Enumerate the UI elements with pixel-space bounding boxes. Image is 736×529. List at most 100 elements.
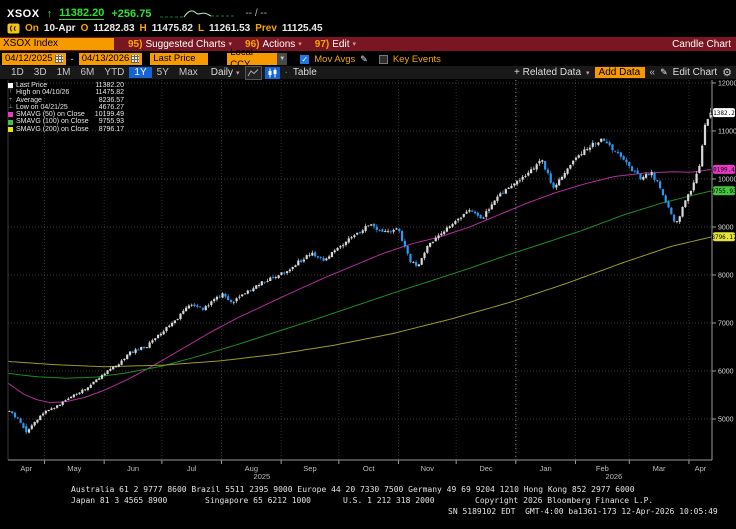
svg-text:7000: 7000 bbox=[718, 321, 734, 328]
candlesticks bbox=[8, 108, 712, 435]
edit-chart-button[interactable]: Edit Chart bbox=[672, 67, 718, 78]
legend-label: SMAVG (50) on Close bbox=[16, 111, 85, 119]
menu-suggested-charts[interactable]: 95) Suggested Charts ▾ bbox=[128, 39, 232, 50]
up-arrow-icon: ↑ bbox=[46, 7, 53, 20]
average-marker-icon: + bbox=[8, 96, 13, 103]
svg-text:Jul: Jul bbox=[187, 464, 197, 473]
svg-text:9000: 9000 bbox=[718, 225, 734, 232]
date-from-field[interactable]: 04/12/2025 bbox=[2, 53, 66, 65]
mov-avgs-label[interactable]: Mov Avgs bbox=[314, 53, 356, 65]
price-type-value: Last Price bbox=[153, 53, 196, 64]
price-change: +256.75 bbox=[111, 7, 152, 20]
currency-value: Local CCY bbox=[230, 47, 253, 70]
svg-text:Jan: Jan bbox=[540, 464, 552, 473]
key-events-label[interactable]: Key Events bbox=[392, 53, 441, 65]
tab-1d[interactable]: 1D bbox=[11, 67, 24, 78]
ticker-symbol: XSOX bbox=[7, 7, 40, 20]
legend-smavg100[interactable]: SMAVG (100) on Close 9755.93 bbox=[8, 118, 124, 125]
candle-chart-icon[interactable] bbox=[264, 66, 280, 79]
date-to-value: 04/13/2026 bbox=[81, 53, 130, 64]
collapse-icon[interactable]: « bbox=[649, 67, 656, 78]
open-value: 11282.83 bbox=[93, 23, 135, 34]
high-value: 11475.82 bbox=[151, 23, 193, 34]
mini-sparkline bbox=[160, 10, 237, 18]
pencil-icon: ✎ bbox=[660, 67, 668, 77]
legend-value: 8236.57 bbox=[98, 96, 124, 104]
price-chart[interactable]: 5000 6000 7000 8000 9000 10000 11000 12000 Apr Ma… bbox=[0, 78, 736, 481]
currency-value-box[interactable]: Local CCY bbox=[227, 47, 278, 70]
svg-text:Apr: Apr bbox=[20, 464, 32, 473]
legend-value: 8796.17 bbox=[98, 125, 124, 133]
svg-text:Mar: Mar bbox=[653, 464, 666, 473]
svg-text:6000: 6000 bbox=[718, 369, 734, 376]
svg-text:Feb: Feb bbox=[596, 464, 609, 473]
svg-text:Nov: Nov bbox=[421, 464, 435, 473]
line-chart-icon[interactable] bbox=[244, 65, 262, 80]
svg-text:11000: 11000 bbox=[718, 129, 736, 136]
separator-dot: · bbox=[284, 67, 288, 78]
menu-edit[interactable]: 97) Edit ▾ bbox=[315, 39, 356, 50]
table-button[interactable]: Table bbox=[292, 67, 317, 78]
mov-avgs-checkbox[interactable]: ✓ bbox=[300, 54, 310, 64]
legend-smavg200[interactable]: SMAVG (200) on Close 8796.17 bbox=[8, 126, 124, 133]
gear-icon[interactable]: ⚙ bbox=[722, 67, 732, 79]
legend-smavg50[interactable]: SMAVG (50) on Close 10199.49 bbox=[8, 111, 124, 118]
menu-actions[interactable]: 96) Actions ▾ bbox=[245, 39, 302, 50]
low-marker-icon: ⊥ bbox=[8, 103, 14, 110]
svg-text:10199.49: 10199.49 bbox=[710, 167, 736, 174]
chart-toolbar: 04/12/2025 - 04/13/2026 Last Price Local… bbox=[2, 47, 734, 70]
high-label: H bbox=[139, 23, 147, 34]
low-value: 11261.53 bbox=[209, 23, 251, 34]
alert-icon[interactable] bbox=[7, 23, 20, 34]
legend-low: ⊥ Low on 04/21/25 4676.27 bbox=[8, 104, 124, 111]
svg-text:Oct: Oct bbox=[363, 464, 376, 473]
svg-text:10000: 10000 bbox=[718, 177, 736, 184]
related-data-button[interactable]: + Related Data bbox=[514, 67, 582, 78]
legend-label: Low on 04/21/25 bbox=[16, 103, 68, 111]
edit-mov-avgs-icon[interactable]: ✎ bbox=[360, 53, 368, 64]
legend-label: SMAVG (200) on Close bbox=[16, 125, 89, 133]
svg-text:Dec: Dec bbox=[479, 464, 493, 473]
svg-text:5000: 5000 bbox=[718, 417, 734, 424]
on-label: On bbox=[25, 23, 39, 34]
add-data-input[interactable]: Add Data bbox=[594, 67, 645, 78]
period-tab-bar: 1D 3D 1M 6M YTD 1Y 5Y Max Daily ▾ · Tabl… bbox=[0, 65, 736, 80]
svg-text:Jun: Jun bbox=[127, 464, 139, 473]
legend-value: 11382.20 bbox=[95, 82, 124, 89]
chart-area: 5000 6000 7000 8000 9000 10000 11000 12000 Apr Ma… bbox=[0, 78, 736, 481]
screen-title: Candle Chart bbox=[672, 38, 731, 50]
date-separator: - bbox=[70, 53, 74, 65]
ticker-input[interactable]: XSOX Index bbox=[0, 38, 114, 50]
price-type-field[interactable]: Last Price bbox=[150, 53, 209, 65]
chevron-down-icon: ▾ bbox=[236, 69, 240, 77]
footer-us: U.S. 1 212 318 2000 bbox=[343, 496, 435, 505]
svg-text:9755.93: 9755.93 bbox=[711, 188, 736, 195]
menu-bar: XSOX Index 95) Suggested Charts ▾ 96) Ac… bbox=[0, 37, 736, 51]
session-date: 10-Apr bbox=[43, 23, 76, 34]
frequency-dropdown[interactable]: Daily ▾ bbox=[211, 67, 240, 78]
last-price: 11382.20 bbox=[59, 7, 105, 20]
tab-max[interactable]: Max bbox=[178, 67, 198, 78]
chevron-down-icon: ▾ bbox=[586, 69, 590, 77]
tab-1y-selected[interactable]: 1Y bbox=[129, 67, 152, 78]
currency-select[interactable]: Local CCY ▼ bbox=[227, 47, 288, 70]
svg-text:2026: 2026 bbox=[606, 472, 623, 480]
tab-ytd[interactable]: YTD bbox=[104, 67, 125, 78]
calendar-icon[interactable] bbox=[131, 55, 140, 63]
tab-6m[interactable]: 6M bbox=[80, 67, 95, 78]
last-price-swatch bbox=[8, 83, 13, 89]
legend-value: 10199.49 bbox=[94, 111, 124, 119]
tab-5y[interactable]: 5Y bbox=[156, 67, 169, 78]
date-to-field[interactable]: 04/13/2026 bbox=[78, 53, 143, 65]
tab-3d[interactable]: 3D bbox=[33, 67, 47, 78]
tab-1m[interactable]: 1M bbox=[56, 67, 71, 78]
chevron-down-icon[interactable]: ▼ bbox=[277, 53, 288, 65]
smavg200-swatch bbox=[8, 126, 13, 132]
svg-text:2025: 2025 bbox=[254, 472, 271, 480]
menu-label: Edit bbox=[332, 38, 350, 50]
calendar-icon[interactable] bbox=[54, 55, 63, 63]
key-events-checkbox[interactable] bbox=[378, 54, 388, 64]
open-label: O bbox=[80, 23, 89, 34]
legend-last-price[interactable]: Last Price 11382.20 bbox=[8, 82, 124, 89]
